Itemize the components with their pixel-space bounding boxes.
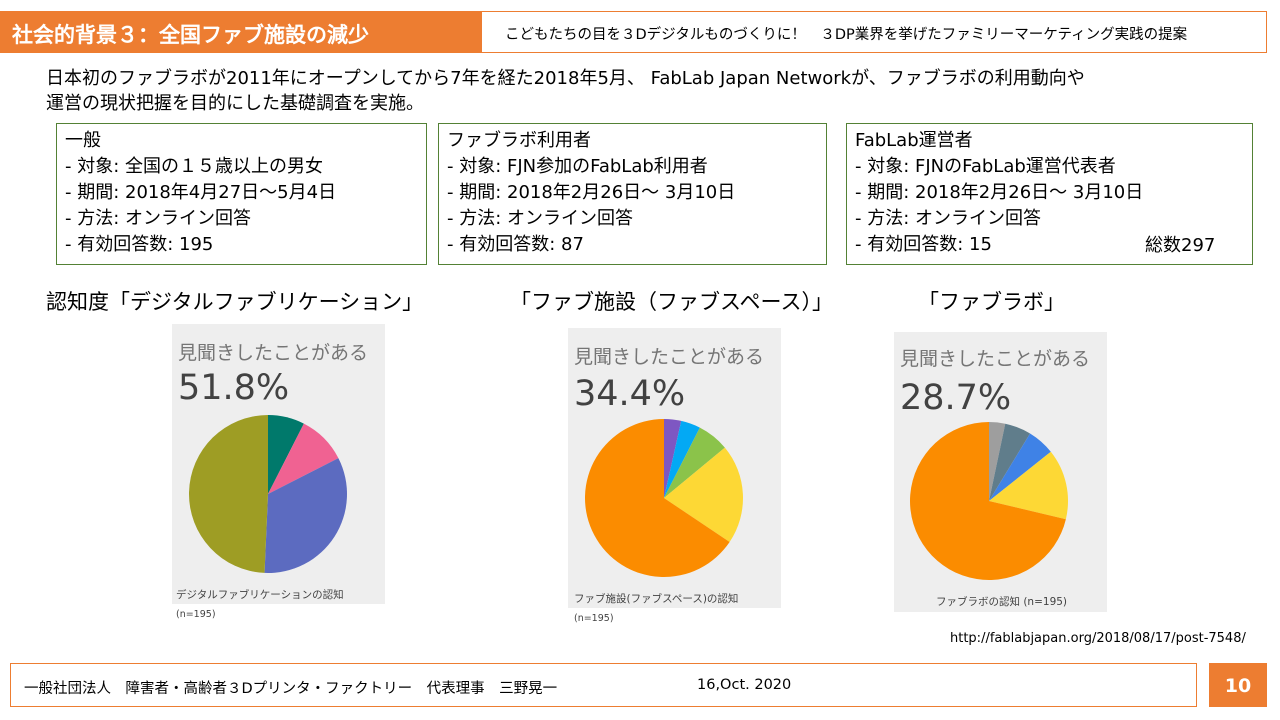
pie-slice-3 xyxy=(989,433,1051,501)
intro-text: 日本初のファブラボが2011年にオープンしてから7年を経た2018年5月、 Fa… xyxy=(46,66,1246,116)
pie-slice-1 xyxy=(989,422,1006,501)
survey-target: - 対象: FJNのFabLab運営代表者 xyxy=(855,156,1116,177)
footer-organization: 一般社団法人 障害者・高齢者３Dプリンタ・ファクトリー 代表理事 三野晃一 xyxy=(24,681,558,697)
pie-slice-4 xyxy=(664,447,743,542)
chart-label: 見聞きしたことがある xyxy=(900,348,1091,370)
pie-slice-1 xyxy=(268,415,304,494)
pie-slice-1 xyxy=(664,419,682,498)
chart-headline-value: 51.8% xyxy=(178,368,290,408)
pie-slice-2 xyxy=(664,420,700,498)
survey-title: 一般 xyxy=(65,130,101,151)
survey-method: - 方法: オンライン回答 xyxy=(855,208,1042,229)
chart-label: 見聞きしたことがある xyxy=(574,346,765,368)
chart-caption: デジタルファブリケーションの認知 xyxy=(176,589,344,601)
page-number: 10 xyxy=(1224,675,1252,697)
pie-slice-4 xyxy=(189,415,268,573)
survey-period: - 期間: 2018年2月26日～ 3月10日 xyxy=(855,182,1144,203)
chart-caption: ファブラボの認知 (n=195) xyxy=(936,596,1068,608)
chart-heading-fab-space: 「ファブ施設（ファブスペース）」 xyxy=(510,290,833,314)
chart-sample-size: (n=195) xyxy=(574,613,614,624)
pie-chart-2 xyxy=(585,419,743,577)
survey-method: - 方法: オンライン回答 xyxy=(447,208,634,229)
survey-responses: - 有効回答数: 87 xyxy=(447,234,584,255)
pie-chart-3 xyxy=(910,422,1068,580)
survey-box-operators: FabLab運営者 - 対象: FJNのFabLab運営代表者 - 期間: 20… xyxy=(846,123,1253,265)
pie-slice-2 xyxy=(989,423,1031,501)
intro-line-1: 日本初のファブラボが2011年にオープンしてから7年を経た2018年5月、 Fa… xyxy=(46,68,1085,89)
survey-box-general: 一般 - 対象: 全国の１５歳以上の男女 - 期間: 2018年4月27日～5月… xyxy=(56,123,427,265)
chart-sample-size: (n=195) xyxy=(176,609,216,620)
title-bar xyxy=(0,11,482,53)
survey-target: - 対象: 全国の１５歳以上の男女 xyxy=(65,156,324,177)
survey-responses: - 有効回答数: 195 xyxy=(65,234,214,255)
subtitle-box xyxy=(481,11,1267,53)
survey-target: - 対象: FJN参加のFabLab利用者 xyxy=(447,156,708,177)
survey-box-users: ファブラボ利用者 - 対象: FJN参加のFabLab利用者 - 期間: 201… xyxy=(438,123,827,265)
pie-slice-3 xyxy=(264,458,347,573)
pie-slice-5 xyxy=(585,419,730,577)
survey-title: ファブラボ利用者 xyxy=(447,130,591,151)
pie-slice-2 xyxy=(268,423,339,494)
chart-label: 見聞きしたことがある xyxy=(178,342,369,364)
slide-subtitle: こどもたちの目を３Dデジタルものづくりに！ ３DP業界を挙げたファミリーマーケテ… xyxy=(505,27,1188,43)
pie-slice-4 xyxy=(989,451,1068,520)
chart-heading-digital-fab: 認知度「デジタルファブリケーション」 xyxy=(46,290,424,314)
slide-title: 社会的背景３：全国ファブ施設の減少 xyxy=(12,23,369,47)
footer-box xyxy=(10,663,1197,707)
survey-period: - 期間: 2018年4月27日～5月4日 xyxy=(65,182,337,203)
chart-headline-value: 34.4% xyxy=(574,374,686,414)
page-number-box xyxy=(1209,663,1267,707)
total-responses: 総数297 xyxy=(1145,235,1216,256)
survey-period: - 期間: 2018年2月26日～ 3月10日 xyxy=(447,182,736,203)
pie-slice-3 xyxy=(664,427,725,498)
survey-responses: - 有効回答数: 15 xyxy=(855,234,992,255)
chart-heading-fablab: 「ファブラボ」 xyxy=(918,290,1065,314)
pie-slice-5 xyxy=(910,422,1066,580)
chart-headline-value: 28.7% xyxy=(900,378,1012,418)
source-url: http://fablabjapan.org/2018/08/17/post-7… xyxy=(950,631,1246,646)
survey-title: FabLab運営者 xyxy=(855,130,973,151)
intro-line-2: 運営の現状把握を目的にした基礎調査を実施。 xyxy=(46,93,424,114)
chart-caption: ファブ施設(ファブスペース)の認知 xyxy=(574,593,739,605)
survey-method: - 方法: オンライン回答 xyxy=(65,208,252,229)
footer-date: 16,Oct. 2020 xyxy=(697,677,792,693)
pie-chart-1 xyxy=(189,415,347,573)
